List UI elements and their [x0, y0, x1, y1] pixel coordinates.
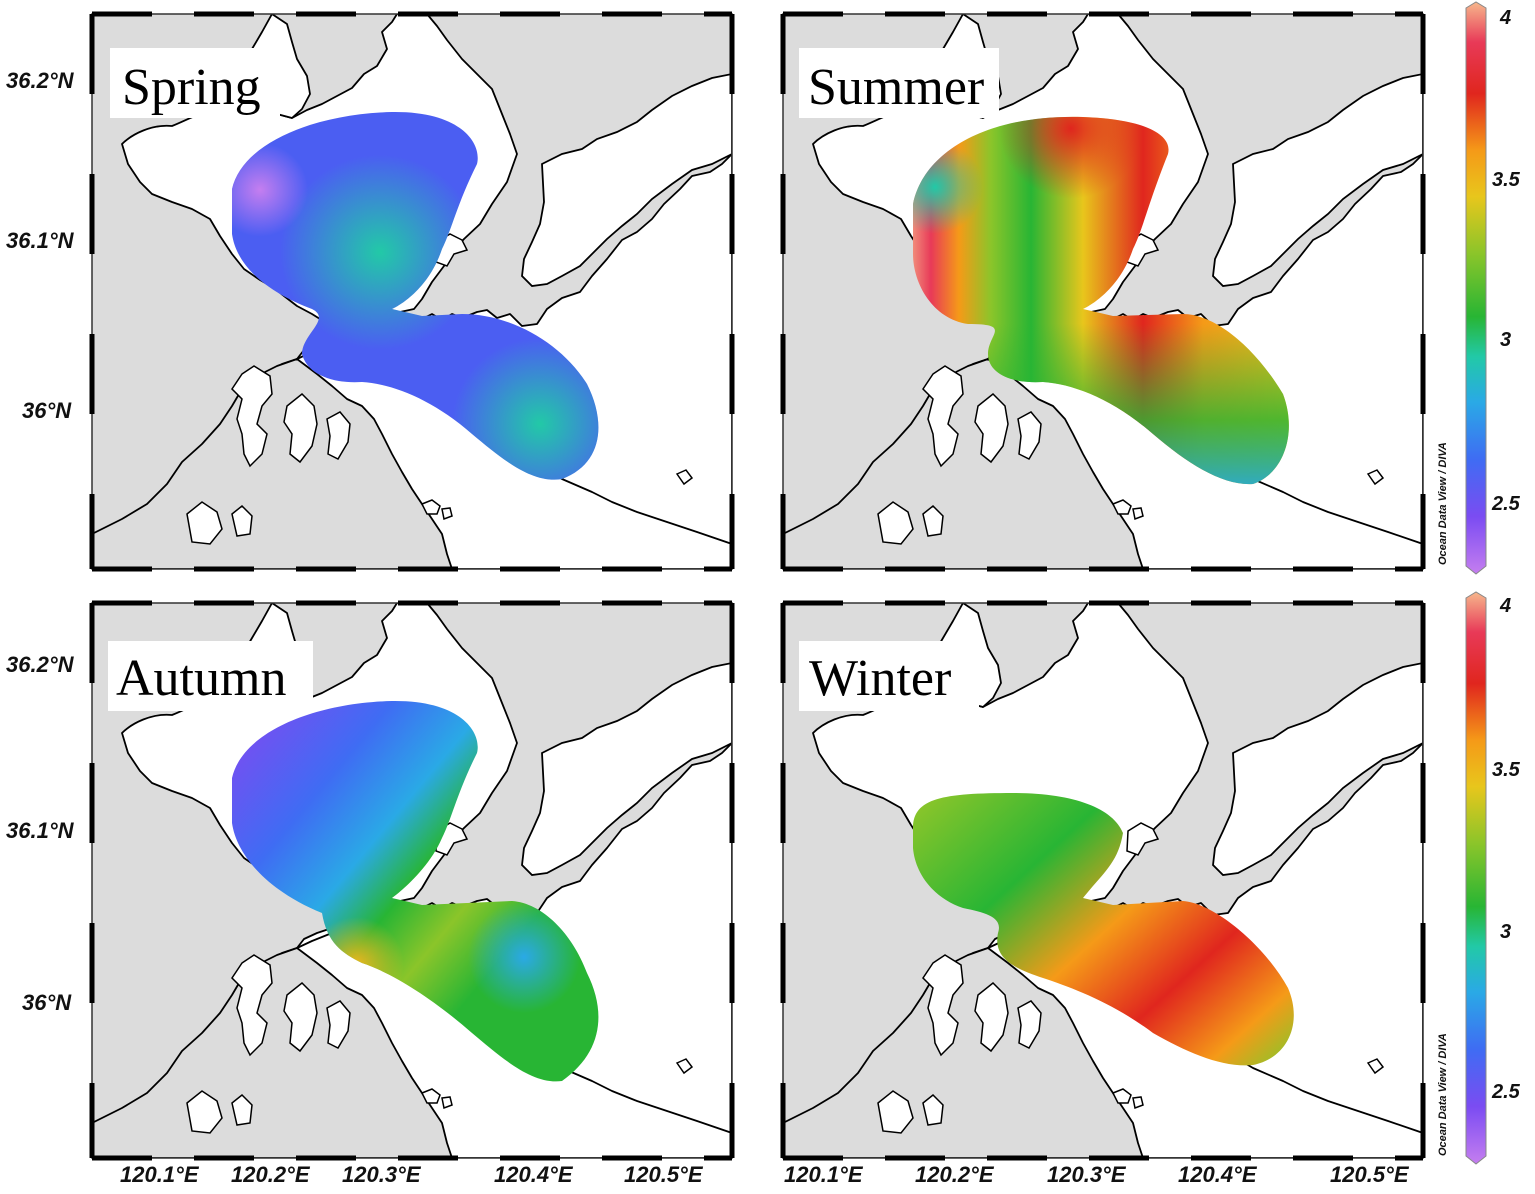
lon-label: 120.4°E — [494, 1162, 574, 1187]
lon-label: 120.3°E — [342, 1162, 422, 1187]
season-label: Summer — [808, 59, 984, 116]
colorbar-tick: 3.5 — [1492, 169, 1521, 191]
colorbar-tick: 3 — [1500, 329, 1511, 351]
colorbar-tick: 3 — [1500, 921, 1511, 943]
panel-winter: Winter — [783, 603, 1423, 1158]
lat-label: 36.1°N — [6, 818, 75, 843]
lon-label: 120.2°E — [915, 1162, 995, 1187]
lon-labels-right: 120.1°E 120.2°E 120.3°E 120.4°E 120.5°E — [784, 1162, 1410, 1187]
lat-label: 36.2°N — [6, 652, 75, 677]
season-label: Spring — [122, 59, 261, 116]
lon-label: 120.1°E — [784, 1162, 864, 1187]
season-label-bg — [799, 641, 979, 711]
colorbar-ramp — [1465, 591, 1487, 1165]
colorbar-tick: 4 — [1499, 595, 1511, 617]
lat-label: 36.1°N — [6, 228, 75, 253]
colorbar-ramp — [1465, 1, 1487, 575]
lat-labels-top: 36.2°N 36.1°N 36°N — [6, 68, 75, 423]
lon-label: 120.3°E — [1047, 1162, 1127, 1187]
lon-label: 120.5°E — [624, 1162, 704, 1187]
panel-autumn: Autumn — [92, 603, 732, 1158]
lon-label: 120.2°E — [231, 1162, 311, 1187]
season-label-bg — [110, 48, 280, 118]
panel-summer: Summer — [783, 14, 1423, 569]
season-label: Autumn — [116, 650, 286, 707]
colorbar-tick: 2.5 — [1491, 493, 1521, 515]
season-label: Winter — [809, 650, 951, 707]
lon-label: 120.4°E — [1178, 1162, 1258, 1187]
lat-label: 36°N — [22, 990, 72, 1015]
panel-spring: Spring — [92, 14, 732, 569]
odv-credit: Ocean Data View / DIVA — [1437, 442, 1449, 565]
colorbar-tick: 4 — [1499, 7, 1511, 29]
lat-label: 36°N — [22, 398, 72, 423]
odv-credit: Ocean Data View / DIVA — [1437, 1033, 1449, 1156]
colorbar-bottom: 4 3.5 3 2.5 Ocean Data View / DIVA — [1437, 591, 1521, 1165]
lat-label: 36.2°N — [6, 68, 75, 93]
colorbar-tick: 3.5 — [1492, 759, 1521, 781]
colorbar-tick: 2.5 — [1491, 1081, 1521, 1103]
lat-labels-bottom: 36.2°N 36.1°N 36°N — [6, 652, 75, 1015]
season-label-bg — [108, 641, 313, 711]
lon-label: 120.1°E — [120, 1162, 200, 1187]
colorbar-top: 4 3.5 3 2.5 Ocean Data View / DIVA — [1437, 1, 1521, 575]
season-label-bg — [799, 48, 999, 118]
lon-labels-left: 120.1°E 120.2°E 120.3°E 120.4°E 120.5°E — [120, 1162, 704, 1187]
lon-label: 120.5°E — [1330, 1162, 1410, 1187]
